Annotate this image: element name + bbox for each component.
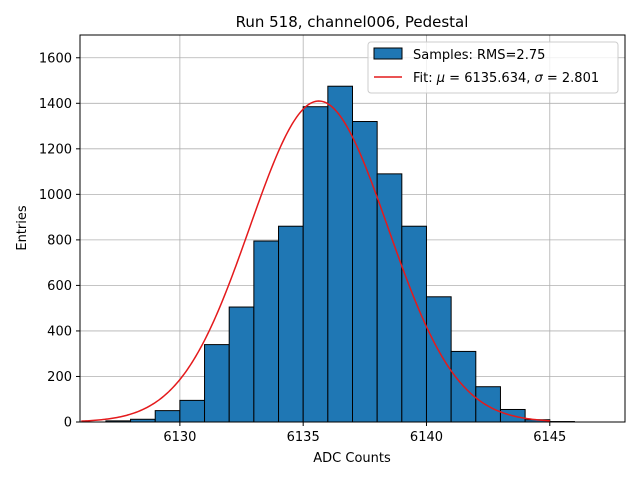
x-axis-label: ADC Counts [313,451,391,466]
histogram-bar [425,296,452,423]
legend-swatch-samples [373,47,403,60]
histogram-bar [179,399,206,423]
chart-title: Run 518, channel006, Pedestal [236,13,469,31]
fit-curve [81,100,550,422]
legend-box [367,41,619,94]
y-tick-label: 1600 [39,51,72,66]
histogram-bar [154,410,181,423]
histogram-bar [376,173,403,423]
x-tick-label: 6130 [163,430,196,445]
x-tick-label: 6135 [287,430,320,445]
histogram-bar [278,225,304,423]
legend-label-fit: Fit: μ = 6135.634, σ = 2.801 [413,71,599,86]
y-tick-label: 600 [47,279,72,294]
histogram-bar [204,344,230,423]
histogram-bar [327,85,353,423]
legend-label-samples: Samples: RMS=2.75 [413,48,545,63]
y-axis-ticks: 0 200 400 600 800 1000 1200 1400 1600 [39,51,80,431]
histogram-bar [352,121,378,423]
y-axis-label: Entries [15,205,30,251]
legend: Samples: RMS=2.75 Fit: μ = 6135.634, σ =… [367,41,619,94]
histogram-bar [475,386,501,423]
y-tick-label: 800 [47,233,72,248]
x-tick-label: 6140 [410,430,443,445]
histogram-bar [302,106,329,423]
plot-frame [79,34,626,423]
x-tick-label: 6145 [533,430,566,445]
y-tick-label: 0 [64,416,72,431]
histogram-bar [401,225,427,423]
y-tick-label: 1000 [39,188,72,203]
histogram-bar [228,306,255,423]
y-tick-label: 400 [47,324,72,339]
histogram-bars [105,85,575,423]
histogram-bar [253,240,280,423]
y-tick-label: 200 [47,370,72,385]
x-axis-ticks: 6130 6135 6140 6145 [163,422,566,445]
y-tick-label: 1200 [39,142,72,157]
y-tick-label: 1400 [39,97,72,112]
